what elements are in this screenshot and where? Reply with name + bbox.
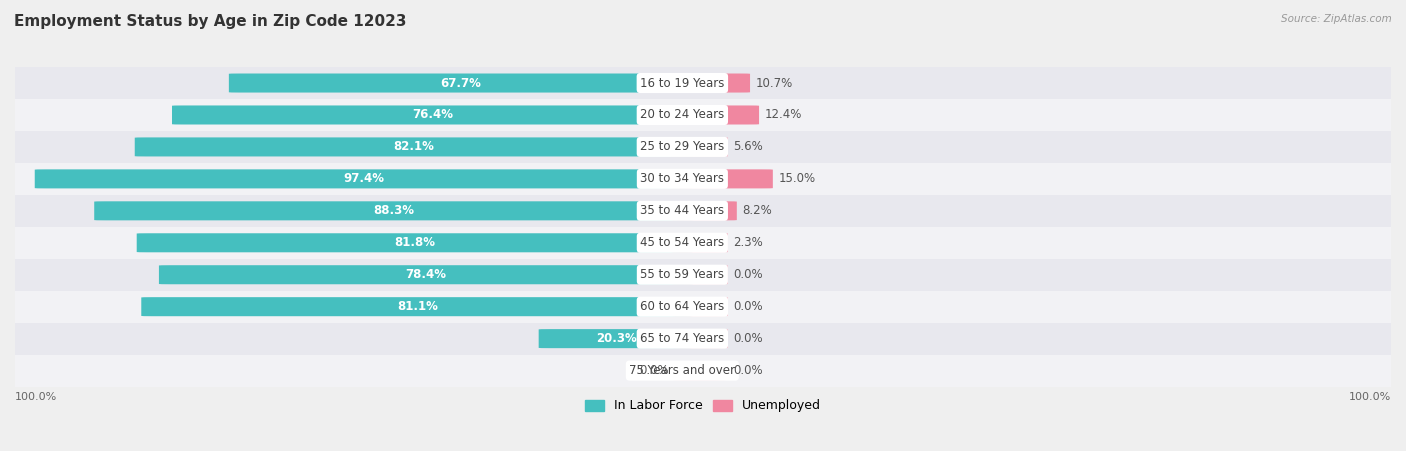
FancyBboxPatch shape	[15, 291, 1391, 322]
Text: 97.4%: 97.4%	[343, 172, 385, 185]
Text: 75 Years and over: 75 Years and over	[630, 364, 735, 377]
Text: 81.1%: 81.1%	[396, 300, 437, 313]
Text: 15.0%: 15.0%	[779, 172, 815, 185]
Text: 2.3%: 2.3%	[734, 236, 763, 249]
FancyBboxPatch shape	[35, 170, 693, 189]
Text: 25 to 29 Years: 25 to 29 Years	[640, 140, 724, 153]
Text: 65 to 74 Years: 65 to 74 Years	[640, 332, 724, 345]
FancyBboxPatch shape	[15, 259, 1391, 291]
FancyBboxPatch shape	[538, 329, 693, 348]
Text: 82.1%: 82.1%	[394, 140, 434, 153]
Legend: In Labor Force, Unemployed: In Labor Force, Unemployed	[581, 395, 825, 418]
FancyBboxPatch shape	[15, 99, 1391, 131]
FancyBboxPatch shape	[136, 233, 693, 252]
FancyBboxPatch shape	[15, 227, 1391, 259]
FancyBboxPatch shape	[135, 138, 693, 156]
Text: 0.0%: 0.0%	[734, 300, 763, 313]
Text: Employment Status by Age in Zip Code 12023: Employment Status by Age in Zip Code 120…	[14, 14, 406, 28]
FancyBboxPatch shape	[671, 265, 728, 284]
FancyBboxPatch shape	[141, 297, 693, 316]
Text: 67.7%: 67.7%	[440, 77, 481, 90]
FancyBboxPatch shape	[159, 265, 693, 284]
FancyBboxPatch shape	[671, 329, 728, 348]
FancyBboxPatch shape	[671, 361, 728, 380]
FancyBboxPatch shape	[229, 74, 693, 92]
FancyBboxPatch shape	[671, 74, 749, 92]
Text: 45 to 54 Years: 45 to 54 Years	[640, 236, 724, 249]
Text: 55 to 59 Years: 55 to 59 Years	[640, 268, 724, 281]
FancyBboxPatch shape	[15, 354, 1391, 387]
FancyBboxPatch shape	[15, 322, 1391, 354]
FancyBboxPatch shape	[671, 106, 759, 124]
Text: Source: ZipAtlas.com: Source: ZipAtlas.com	[1281, 14, 1392, 23]
FancyBboxPatch shape	[15, 67, 1391, 99]
FancyBboxPatch shape	[172, 106, 693, 124]
FancyBboxPatch shape	[94, 201, 693, 221]
Text: 5.6%: 5.6%	[734, 140, 763, 153]
FancyBboxPatch shape	[671, 201, 737, 221]
Text: 0.0%: 0.0%	[638, 364, 669, 377]
Text: 60 to 64 Years: 60 to 64 Years	[640, 300, 724, 313]
Text: 12.4%: 12.4%	[765, 109, 801, 121]
Text: 30 to 34 Years: 30 to 34 Years	[640, 172, 724, 185]
Text: 20.3%: 20.3%	[596, 332, 637, 345]
FancyBboxPatch shape	[671, 297, 728, 316]
Text: 76.4%: 76.4%	[412, 109, 453, 121]
Text: 20 to 24 Years: 20 to 24 Years	[640, 109, 724, 121]
FancyBboxPatch shape	[671, 170, 773, 189]
Text: 10.7%: 10.7%	[755, 77, 793, 90]
Text: 8.2%: 8.2%	[742, 204, 772, 217]
FancyBboxPatch shape	[671, 138, 728, 156]
Text: 88.3%: 88.3%	[374, 204, 415, 217]
Text: 35 to 44 Years: 35 to 44 Years	[640, 204, 724, 217]
Text: 100.0%: 100.0%	[1348, 392, 1391, 402]
FancyBboxPatch shape	[15, 195, 1391, 227]
Text: 100.0%: 100.0%	[15, 392, 58, 402]
Text: 0.0%: 0.0%	[734, 332, 763, 345]
FancyBboxPatch shape	[15, 163, 1391, 195]
Text: 16 to 19 Years: 16 to 19 Years	[640, 77, 724, 90]
Text: 0.0%: 0.0%	[734, 364, 763, 377]
FancyBboxPatch shape	[671, 233, 728, 252]
Text: 0.0%: 0.0%	[734, 268, 763, 281]
Text: 78.4%: 78.4%	[406, 268, 447, 281]
FancyBboxPatch shape	[15, 131, 1391, 163]
Text: 81.8%: 81.8%	[395, 236, 436, 249]
